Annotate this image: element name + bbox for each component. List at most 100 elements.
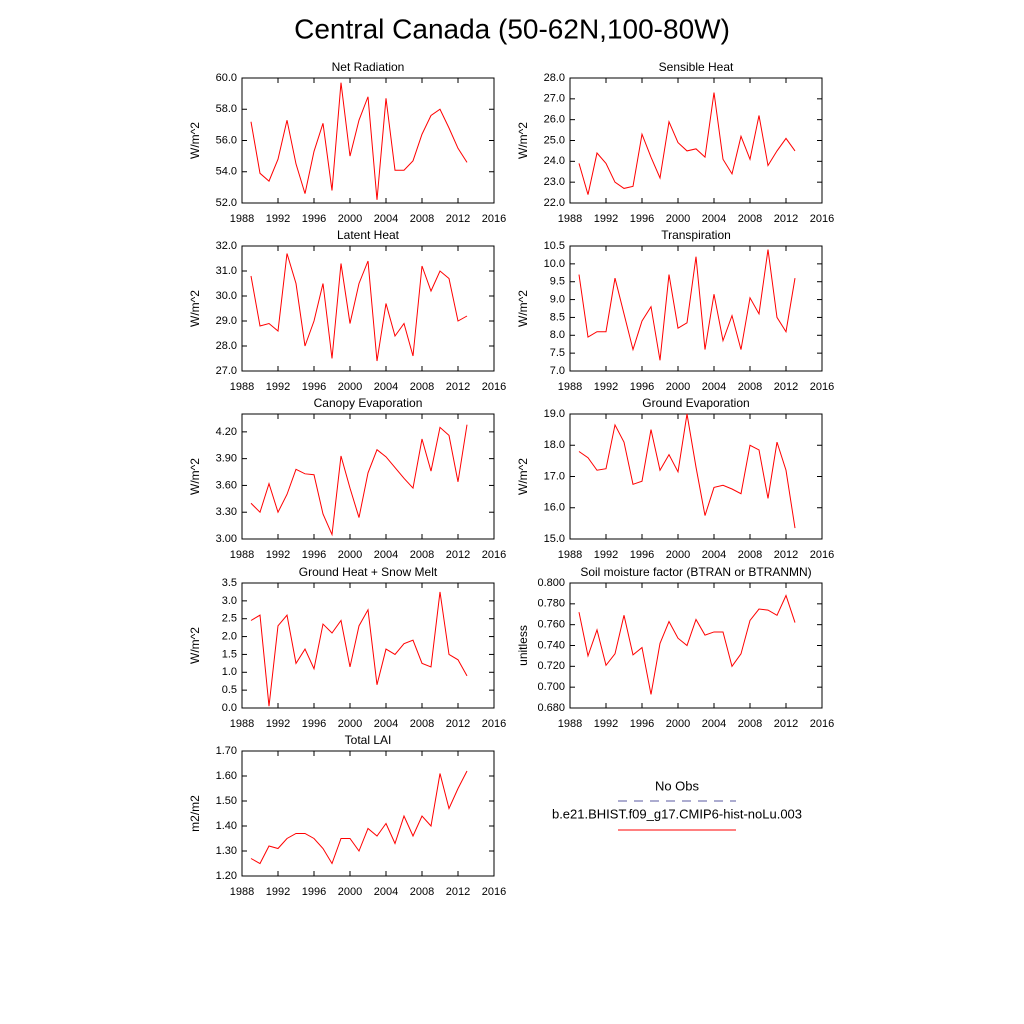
y-tick-label: 1.50 [216,795,237,807]
x-tick-label: 2000 [666,213,690,225]
x-tick-label: 2016 [810,718,834,730]
x-tick-label: 1992 [594,718,618,730]
y-tick-label: 52.0 [216,197,237,209]
y-tick-label: 0.740 [537,639,565,651]
x-tick-label: 2000 [338,381,362,393]
panel-title: Transpiration [661,228,731,242]
page-title: Central Canada (50-62N,100-80W) [294,13,730,44]
x-tick-label: 1992 [266,718,290,730]
panel-title: Net Radiation [332,60,405,74]
plot-frame [569,413,823,540]
x-tick-label: 2012 [446,549,470,561]
y-tick-label: 27.0 [216,365,237,377]
x-tick-label: 1992 [266,549,290,561]
x-tick-label: 1996 [302,381,326,393]
plot-frame [241,582,495,709]
x-tick-label: 1992 [266,886,290,898]
y-axis-label: W/m^2 [188,290,202,327]
y-tick-label: 3.90 [216,453,237,465]
panel-title: Canopy Evaporation [314,396,423,410]
y-tick-label: 54.0 [216,166,237,178]
x-tick-label: 2000 [338,549,362,561]
y-tick-label: 18.0 [544,439,565,451]
x-tick-label: 1992 [266,381,290,393]
x-tick-label: 1996 [630,549,654,561]
panel-title: Ground Evaporation [642,396,749,410]
y-tick-label: 0.0 [222,702,237,714]
y-tick-label: 10.5 [544,240,565,252]
panel-title: Soil moisture factor (BTRAN or BTRANMN) [580,565,811,579]
y-tick-label: 9.0 [550,293,565,305]
x-tick-label: 1996 [630,718,654,730]
y-tick-label: 0.800 [537,577,565,589]
x-tick-label: 1988 [230,886,254,898]
x-tick-label: 1988 [558,718,582,730]
y-tick-label: 10.0 [544,258,565,270]
x-tick-label: 2012 [774,381,798,393]
y-tick-label: 1.70 [216,745,237,757]
x-tick-label: 1992 [594,381,618,393]
x-tick-label: 1996 [302,213,326,225]
y-tick-label: 1.30 [216,845,237,857]
y-tick-label: 1.20 [216,870,237,882]
y-tick-label: 4.20 [216,426,237,438]
plot-frame [569,245,823,372]
plot-frame [241,750,495,877]
y-tick-label: 56.0 [216,134,237,146]
x-tick-label: 2004 [374,886,398,898]
x-tick-label: 2004 [702,718,726,730]
y-tick-label: 1.40 [216,820,237,832]
data-line [250,591,468,707]
x-tick-label: 1992 [594,213,618,225]
y-tick-label: 30.0 [216,290,237,302]
x-tick-label: 2012 [446,886,470,898]
y-tick-label: 3.30 [216,506,237,518]
x-tick-label: 2004 [374,381,398,393]
x-tick-label: 2016 [810,381,834,393]
y-tick-label: 25.0 [544,134,565,146]
x-tick-label: 2016 [482,718,506,730]
y-tick-label: 2.5 [222,613,237,625]
y-tick-label: 0.780 [537,598,565,610]
panel-title: Ground Heat + Snow Melt [299,565,438,579]
y-tick-label: 3.5 [222,577,237,589]
y-axis-label: W/m^2 [516,290,530,327]
y-axis-label: W/m^2 [188,122,202,159]
legend-label: No Obs [655,778,700,793]
plot-frame [569,582,823,709]
x-tick-label: 1996 [630,213,654,225]
x-tick-label: 2016 [810,549,834,561]
x-tick-label: 2012 [774,213,798,225]
x-tick-label: 2004 [374,718,398,730]
y-tick-label: 32.0 [216,240,237,252]
x-tick-label: 2004 [374,213,398,225]
y-tick-label: 0.720 [537,660,565,672]
x-tick-label: 1992 [594,549,618,561]
x-tick-label: 2000 [338,213,362,225]
panel-title: Sensible Heat [659,60,734,74]
x-tick-label: 1996 [302,886,326,898]
x-tick-label: 1996 [302,718,326,730]
x-tick-label: 2012 [774,549,798,561]
x-tick-label: 2008 [410,718,434,730]
x-tick-label: 1988 [230,549,254,561]
y-axis-label: W/m^2 [516,122,530,159]
plot-frame [241,245,495,372]
x-tick-label: 2000 [666,549,690,561]
x-tick-label: 2008 [410,886,434,898]
x-tick-label: 2016 [482,886,506,898]
y-tick-label: 23.0 [544,176,565,188]
y-axis-label: W/m^2 [516,458,530,495]
data-line [250,770,468,865]
x-tick-label: 1988 [230,718,254,730]
x-tick-label: 2008 [410,213,434,225]
x-tick-label: 2000 [666,718,690,730]
x-tick-label: 1996 [302,549,326,561]
x-tick-label: 2004 [702,549,726,561]
y-tick-label: 28.0 [544,72,565,84]
x-tick-label: 1988 [558,549,582,561]
x-tick-label: 2012 [446,381,470,393]
y-tick-label: 15.0 [544,533,565,545]
x-tick-label: 2008 [410,381,434,393]
